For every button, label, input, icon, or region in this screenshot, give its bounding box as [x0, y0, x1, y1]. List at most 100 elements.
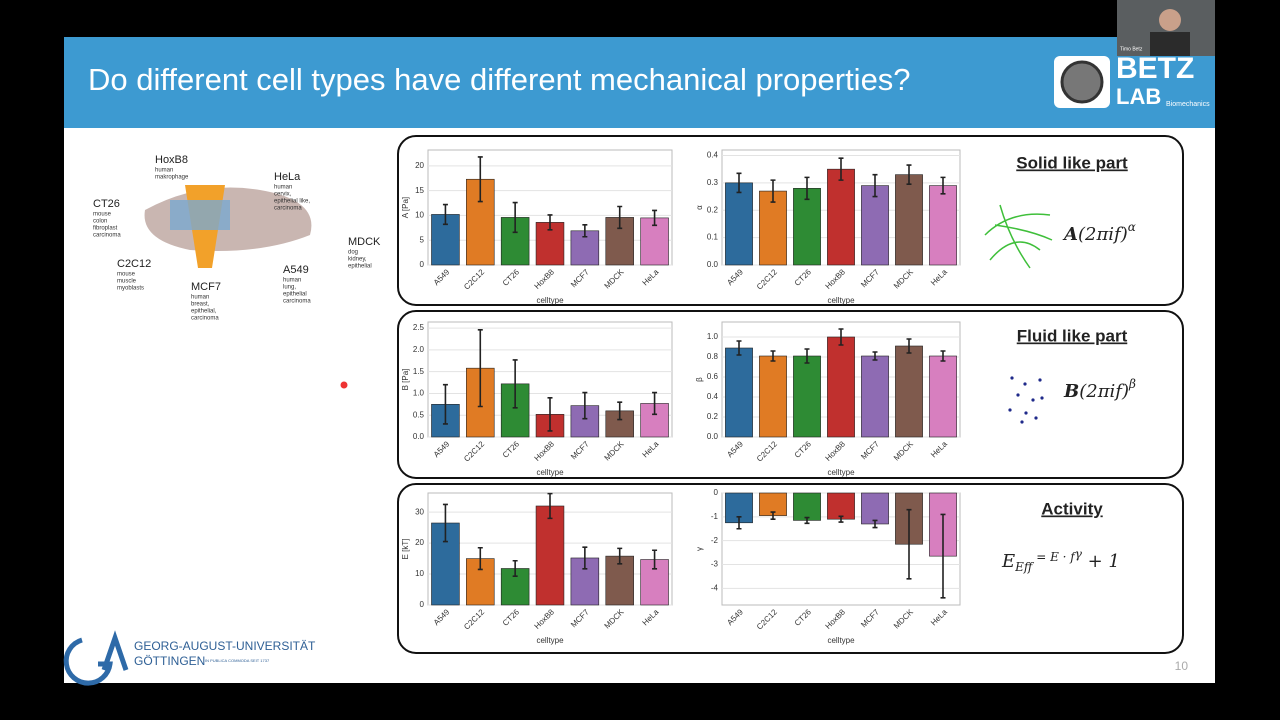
webcam-body	[1150, 32, 1190, 56]
error-bar	[770, 179, 776, 203]
error-bar	[477, 156, 483, 203]
error-bar	[838, 515, 844, 523]
error-bar	[906, 508, 912, 580]
x-axis-label: celltype	[536, 296, 564, 305]
cell-desc: muscle	[117, 279, 137, 285]
formula-part: (2πif)	[1078, 224, 1128, 245]
error-bar	[940, 350, 946, 362]
y-tick-label: 0.2	[707, 412, 719, 421]
webcam-face	[1159, 9, 1181, 31]
error-bar	[652, 209, 658, 227]
panel-heading: Solid like part	[1016, 153, 1128, 172]
y-tick-label: 0.0	[707, 260, 719, 269]
cell-name: MDCK	[348, 236, 381, 248]
x-axis-label: celltype	[827, 636, 855, 645]
cell-desc: epithelial like,	[274, 199, 310, 205]
x-axis-label: celltype	[536, 636, 564, 645]
cell-desc: human	[155, 168, 173, 174]
panel-heading: Activity	[1041, 499, 1103, 518]
cell-inner	[170, 200, 230, 230]
x-axis-label: celltype	[827, 468, 855, 477]
error-bar	[906, 338, 912, 354]
cell-desc: cervix,	[274, 192, 292, 198]
formula-part: γ	[1075, 547, 1083, 561]
cell-name: HoxB8	[155, 154, 188, 166]
y-tick-label: -2	[711, 536, 719, 545]
bar	[793, 188, 821, 266]
cell-desc: human	[283, 278, 301, 284]
y-tick-label: 0.1	[707, 233, 719, 242]
cell-name: C2C12	[117, 258, 151, 270]
y-axis-label: A [Pa]	[401, 197, 410, 218]
bar	[929, 355, 957, 438]
error-bar	[617, 547, 623, 565]
cell-name: MCF7	[191, 281, 221, 293]
logo-bottom: LAB	[1116, 84, 1161, 109]
y-tick-label: 0.4	[707, 392, 719, 401]
y-tick-label: 2.0	[413, 345, 425, 354]
y-tick-label: 0.0	[413, 432, 425, 441]
y-tick-label: 0.3	[707, 178, 719, 187]
bar	[895, 174, 923, 266]
y-axis-label: α	[695, 205, 704, 210]
cell-desc: human	[274, 185, 292, 191]
error-bar	[512, 201, 518, 234]
error-bar	[838, 328, 844, 346]
panel	[397, 483, 1184, 654]
cell-name: HeLa	[274, 171, 301, 183]
y-tick-label: 0.8	[707, 352, 719, 361]
y-tick-label: 1.0	[413, 389, 425, 398]
bar	[827, 492, 855, 520]
uni-logo	[101, 630, 129, 671]
y-tick-label: 0	[420, 600, 425, 609]
formula: EEff = E · fγ + 1	[1001, 547, 1120, 574]
error-bar	[906, 164, 912, 186]
error-bar	[872, 351, 878, 361]
error-bar	[804, 516, 810, 525]
y-tick-label: 0.4	[707, 151, 719, 160]
bar	[535, 505, 565, 606]
x-axis-label: celltype	[536, 468, 564, 477]
y-axis-label: β	[695, 377, 704, 382]
cell-name: A549	[283, 264, 309, 276]
logo-top: BETZ	[1116, 52, 1194, 85]
uni-motto: IN PUBLICA COMMODA SEIT 1737	[205, 658, 270, 663]
fluid-icon	[1008, 376, 1044, 424]
error-bar	[736, 340, 742, 356]
error-bar	[736, 516, 742, 530]
uni-line2: GÖTTINGEN	[134, 654, 205, 668]
y-tick-label: 0.2	[707, 205, 719, 214]
y-tick-label: 0.0	[707, 432, 719, 441]
cell-desc: epithelial	[348, 264, 372, 270]
logo-icon	[1060, 60, 1104, 104]
y-tick-label: 20	[415, 161, 424, 170]
error-bar	[940, 513, 946, 599]
error-bar	[617, 205, 623, 230]
error-bar	[872, 519, 878, 529]
error-bar	[547, 492, 553, 520]
x-axis-label: celltype	[827, 296, 855, 305]
error-bar	[838, 157, 844, 181]
bar	[466, 558, 495, 606]
error-bar	[652, 391, 658, 416]
error-bar	[736, 172, 742, 194]
page-number: 10	[1175, 659, 1189, 673]
formula-part: + 1	[1082, 551, 1120, 572]
cell-desc: carcinoma	[274, 206, 302, 212]
cell-desc: carcinoma	[283, 299, 311, 305]
error-bar	[547, 214, 553, 231]
error-bar	[442, 503, 448, 543]
error-bar	[512, 559, 518, 578]
bar	[793, 492, 821, 521]
error-bar	[547, 396, 553, 432]
error-bar	[804, 348, 810, 364]
panel	[397, 135, 1184, 306]
y-tick-label: 0.6	[707, 372, 719, 381]
error-bar	[442, 203, 448, 226]
cell-desc: colon	[93, 219, 107, 225]
error-bar	[582, 224, 588, 238]
bar	[725, 182, 753, 266]
formula: B(2πif)β	[1063, 377, 1136, 403]
panel-heading: Fluid like part	[1017, 326, 1128, 345]
